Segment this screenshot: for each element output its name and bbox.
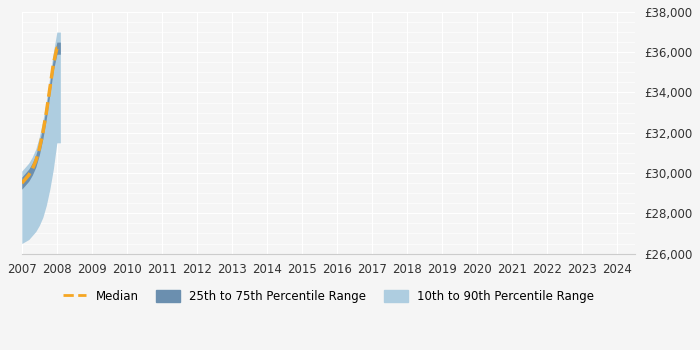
Legend: Median, 25th to 75th Percentile Range, 10th to 90th Percentile Range: Median, 25th to 75th Percentile Range, 1… [58,286,599,308]
